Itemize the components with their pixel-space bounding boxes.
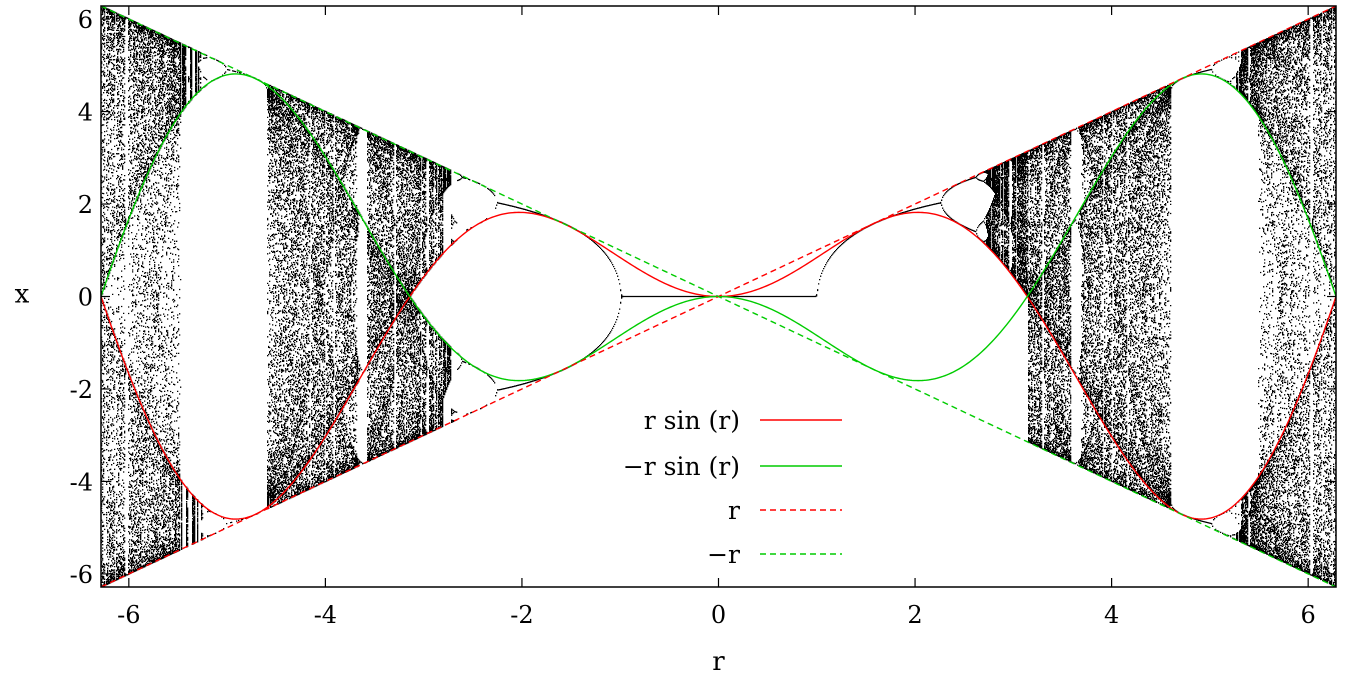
- y-tick-label: 2: [78, 191, 93, 219]
- x-tick-label: -4: [314, 601, 337, 629]
- x-tick-label: 6: [1301, 601, 1316, 629]
- y-tick-label: -2: [70, 376, 93, 404]
- legend-label-0: r sin (r): [644, 406, 740, 435]
- y-tick-label: -6: [70, 561, 93, 589]
- y-tick-label: -4: [70, 468, 93, 496]
- x-tick-label: 2: [907, 601, 922, 629]
- legend: r sin (r) −r sin (r) r −r: [595, 395, 853, 575]
- x-axis-label: r: [712, 647, 725, 677]
- x-tick-label: 4: [1104, 601, 1119, 629]
- x-tick-label: -2: [510, 601, 533, 629]
- y-tick-label: 0: [78, 284, 93, 312]
- y-tick-label: 4: [78, 99, 93, 127]
- legend-label-3: −r: [707, 540, 740, 569]
- x-tick-label: 0: [711, 601, 726, 629]
- legend-label-1: −r sin (r): [623, 452, 740, 481]
- legend-label-2: r: [728, 496, 740, 525]
- y-tick-label: 6: [78, 6, 93, 34]
- x-tick-label: -6: [117, 601, 140, 629]
- y-axis-label: x: [15, 280, 30, 310]
